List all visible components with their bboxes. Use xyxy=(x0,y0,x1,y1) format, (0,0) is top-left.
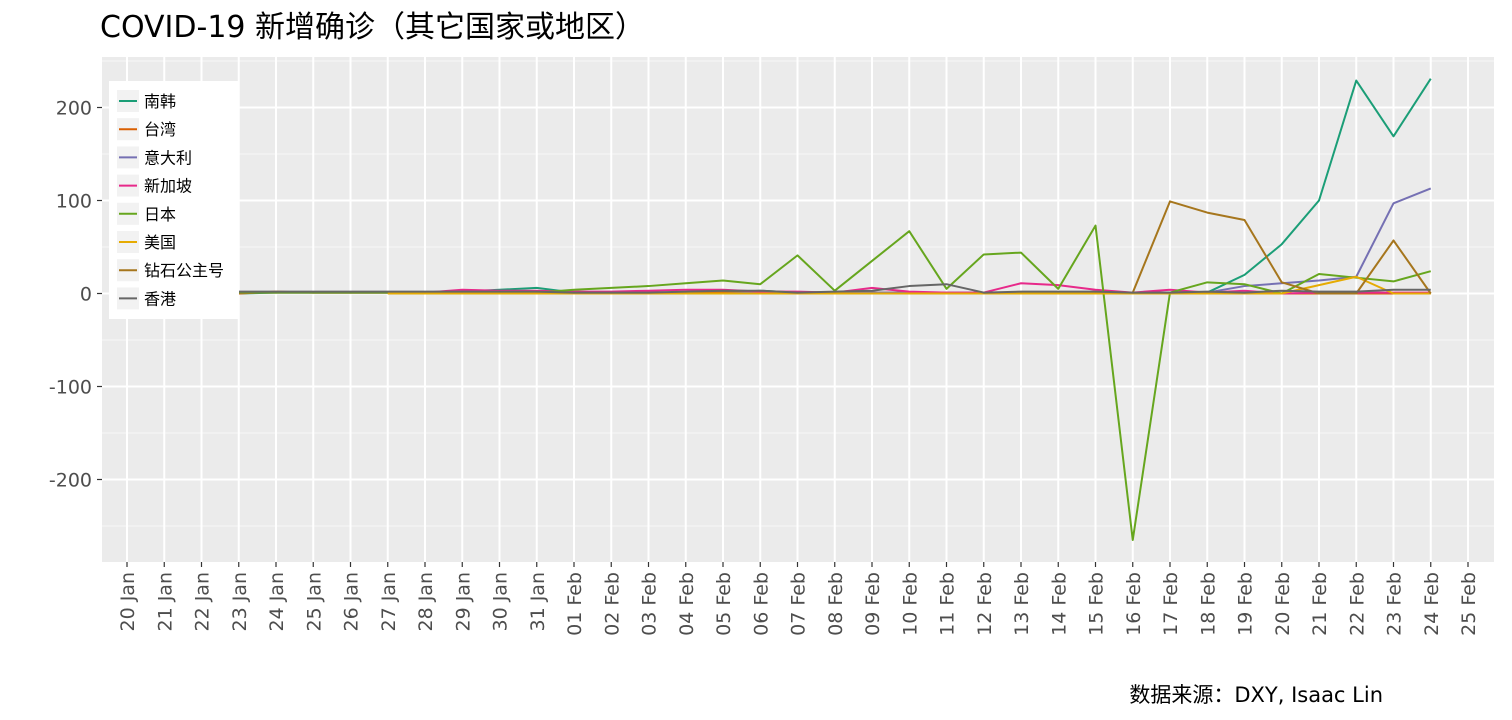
legend-label: 香港 xyxy=(144,289,176,308)
x-tick-label: 21 Jan xyxy=(154,572,176,632)
legend-label: 意大利 xyxy=(144,148,192,167)
x-tick-label: 05 Feb xyxy=(713,572,735,636)
x-tick-label: 23 Jan xyxy=(229,572,251,632)
x-tick-label: 22 Jan xyxy=(192,572,214,632)
x-tick-label: 25 Jan xyxy=(303,572,325,632)
x-tick-label: 20 Feb xyxy=(1272,572,1294,636)
x-tick-label: 23 Feb xyxy=(1384,572,1406,636)
legend-label: 日本 xyxy=(144,205,176,224)
x-tick-label: 22 Feb xyxy=(1346,572,1368,636)
x-tick-label: 16 Feb xyxy=(1123,572,1145,636)
legend-box xyxy=(109,81,239,319)
x-tick-label: 04 Feb xyxy=(676,572,698,636)
chart-title: COVID-19 新增确诊（其它国家或地区） xyxy=(100,10,645,45)
x-tick-label: 24 Feb xyxy=(1421,572,1443,636)
x-tick-label: 08 Feb xyxy=(825,572,847,636)
x-tick-label: 31 Jan xyxy=(527,572,549,632)
legend-label: 新加坡 xyxy=(144,177,192,196)
x-tick-label: 14 Feb xyxy=(1048,572,1070,636)
x-tick-label: 02 Feb xyxy=(601,572,623,636)
x-tick-label: 30 Jan xyxy=(490,572,512,632)
x-tick-label: 25 Feb xyxy=(1458,572,1480,636)
x-tick-label: 01 Feb xyxy=(564,572,586,636)
y-tick-label: -200 xyxy=(49,470,92,492)
x-tick-label: 09 Feb xyxy=(862,572,884,636)
x-tick-label: 07 Feb xyxy=(788,572,810,636)
x-tick-label: 11 Feb xyxy=(937,572,959,636)
x-tick-label: 06 Feb xyxy=(750,572,772,636)
series-line xyxy=(387,275,1431,295)
x-tick-label: 15 Feb xyxy=(1086,572,1108,636)
legend-label: 钻石公主号 xyxy=(144,261,224,280)
legend-label: 美国 xyxy=(144,233,176,252)
x-tick-label: 21 Feb xyxy=(1309,572,1331,636)
x-tick-label: 12 Feb xyxy=(974,572,996,636)
x-tick-label: 17 Feb xyxy=(1160,572,1182,636)
x-tick-label: 03 Feb xyxy=(639,572,661,636)
y-tick-label: 200 xyxy=(56,98,92,120)
x-axis: 20 Jan 21 Jan 22 Jan 23 Jan 24 Jan 25 Jan 26 J… xyxy=(117,562,1480,636)
x-tick-label: 28 Jan xyxy=(415,572,437,632)
series-lines xyxy=(238,78,1432,541)
legend-label: 台湾 xyxy=(144,120,176,139)
x-tick-label: 24 Jan xyxy=(266,572,288,632)
y-axis: 200 100 0 -100 -200 xyxy=(49,98,102,492)
x-tick-label: 18 Feb xyxy=(1197,572,1219,636)
legend-label: 南韩 xyxy=(144,92,176,111)
x-tick-label: 19 Feb xyxy=(1235,572,1257,636)
x-tick-label: 13 Feb xyxy=(1011,572,1033,636)
x-tick-label: 10 Feb xyxy=(899,572,921,636)
series-line xyxy=(1131,200,1432,295)
y-tick-label: 0 xyxy=(80,284,92,306)
x-tick-label: 27 Jan xyxy=(378,572,400,632)
y-tick-label: 100 xyxy=(56,191,92,213)
x-tick-label: 20 Jan xyxy=(117,572,139,632)
y-tick-label: -100 xyxy=(49,377,92,399)
x-tick-label: 26 Jan xyxy=(341,572,363,632)
x-tick-label: 29 Jan xyxy=(452,572,474,632)
series-line xyxy=(238,283,1431,294)
caption: 数据来源：DXY, Isaac Lin xyxy=(1129,683,1383,707)
